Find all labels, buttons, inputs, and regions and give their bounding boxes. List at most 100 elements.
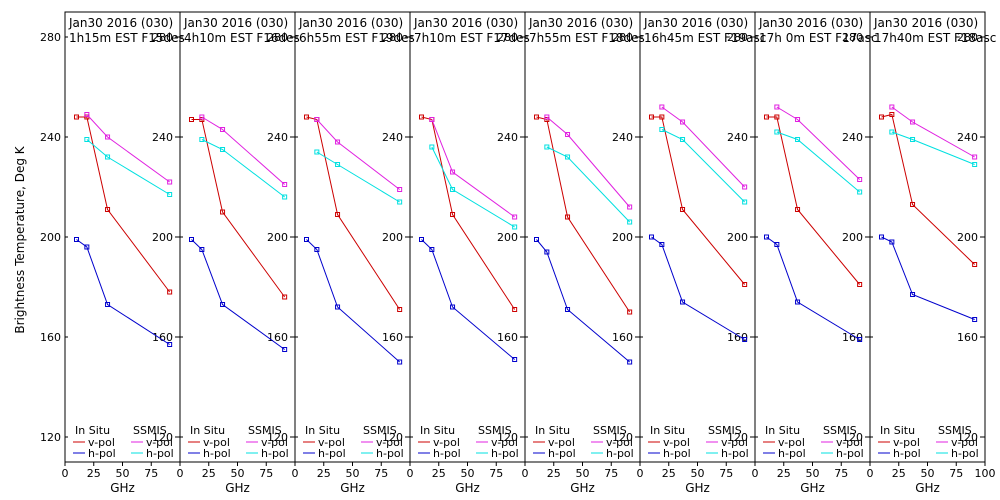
- legend-label: v-pol: [721, 436, 748, 449]
- y-tick-label: 240: [497, 131, 518, 144]
- y-tick-label: 120: [727, 431, 748, 444]
- panel-title-time: 7h55m EST F18des: [529, 31, 645, 45]
- data-point: [680, 137, 686, 142]
- data-point: [972, 262, 978, 267]
- legend-label: v-pol: [893, 436, 920, 449]
- legend-label: h-pol: [203, 447, 231, 460]
- legend-label: v-pol: [491, 436, 518, 449]
- data-point: [335, 212, 341, 217]
- data-point: [74, 237, 79, 242]
- x-axis-label: GHz: [340, 481, 365, 495]
- data-point: [857, 189, 863, 195]
- data-point: [649, 114, 654, 120]
- legend-label: h-pol: [663, 447, 691, 460]
- x-tick-label: 75: [604, 467, 618, 480]
- x-tick-label: 0: [637, 467, 644, 480]
- legend-label: h-pol: [951, 447, 979, 460]
- legend-label: h-pol: [318, 447, 346, 460]
- panel-title-date: Jan30 2016 (030): [758, 16, 863, 30]
- data-point: [335, 139, 341, 145]
- y-tick-label: 200: [957, 231, 978, 244]
- data-point: [742, 282, 748, 287]
- data-point: [889, 104, 895, 110]
- panel-title-time: 16h45m EST F19asc: [644, 31, 766, 45]
- y-tick-label: 160: [267, 331, 288, 344]
- data-point: [534, 114, 539, 120]
- data-point: [335, 162, 341, 167]
- panel-title-date: Jan30 2016 (030): [68, 16, 173, 30]
- data-point: [795, 117, 801, 122]
- data-point: [304, 237, 309, 242]
- data-point: [627, 204, 633, 210]
- data-point: [105, 302, 111, 307]
- y-tick-label: 280: [727, 31, 748, 44]
- panel-title-date: Jan30 2016 (030): [413, 16, 518, 30]
- y-tick-label-left: 160: [40, 331, 61, 344]
- legend-label: h-pol: [433, 447, 461, 460]
- series-insitu_v: [879, 112, 978, 267]
- series-line: [316, 151, 400, 203]
- legend-header-in-situ: In Situ: [75, 424, 110, 437]
- x-tick-label: 50: [346, 467, 360, 480]
- legend-header-ssmis: SSMIS: [363, 424, 397, 437]
- legend-label: h-pol: [548, 447, 576, 460]
- data-point: [105, 154, 111, 160]
- x-tick-label: 75: [144, 467, 158, 480]
- data-point: [565, 132, 571, 137]
- data-point: [105, 207, 111, 212]
- x-tick-label: 50: [691, 467, 705, 480]
- series-line: [776, 131, 860, 193]
- data-point: [512, 224, 518, 230]
- series-insitu_h: [304, 237, 403, 365]
- y-tick-label: 240: [267, 131, 288, 144]
- data-point: [910, 202, 916, 207]
- x-tick-label: 0: [867, 467, 874, 480]
- legend-label: v-pol: [203, 436, 230, 449]
- data-point: [910, 137, 916, 142]
- data-point: [419, 237, 424, 242]
- legend-label: h-pol: [146, 447, 174, 460]
- x-tick-label: 25: [777, 467, 791, 480]
- series-insitu_h: [879, 234, 978, 322]
- series-line: [891, 106, 975, 158]
- y-tick-label: 240: [152, 131, 173, 144]
- series-line: [766, 236, 860, 340]
- data-point: [314, 247, 320, 252]
- legend-header-ssmis: SSMIS: [248, 424, 282, 437]
- y-tick-label: 200: [152, 231, 173, 244]
- legend-label: v-pol: [88, 436, 115, 449]
- data-point: [680, 119, 686, 125]
- x-tick-label: 50: [921, 467, 935, 480]
- y-tick-label: 120: [612, 431, 633, 444]
- series-ssmis_v: [84, 112, 173, 185]
- legend-header-in-situ: In Situ: [190, 424, 225, 437]
- series-line: [546, 116, 631, 208]
- legend-header-ssmis: SSMIS: [938, 424, 972, 437]
- data-point: [857, 177, 863, 182]
- legend-label: h-pol: [721, 447, 749, 460]
- series-line: [76, 116, 171, 293]
- y-tick-label: 160: [612, 331, 633, 344]
- x-tick-label: 0: [62, 467, 69, 480]
- data-point: [795, 299, 801, 305]
- series-insitu_h: [534, 237, 633, 365]
- data-point: [512, 357, 518, 362]
- data-point: [972, 317, 978, 322]
- data-point: [774, 104, 780, 110]
- data-point: [105, 134, 111, 140]
- series-line: [191, 239, 285, 350]
- panel-7: Jan30 2016 (030)17h 0m EST F17asc1201602…: [752, 11, 878, 495]
- legend-header-ssmis: SSMIS: [593, 424, 627, 437]
- data-point: [879, 114, 884, 120]
- panel-3: Jan30 2016 (030)6h55m EST F19des 120 160 20…: [292, 11, 415, 495]
- data-point: [764, 114, 769, 120]
- panel-5: Jan30 2016 (030)7h55m EST F18des 120 160 20…: [522, 11, 645, 495]
- x-tick-label: 50: [576, 467, 590, 480]
- legend-header-in-situ: In Situ: [650, 424, 685, 437]
